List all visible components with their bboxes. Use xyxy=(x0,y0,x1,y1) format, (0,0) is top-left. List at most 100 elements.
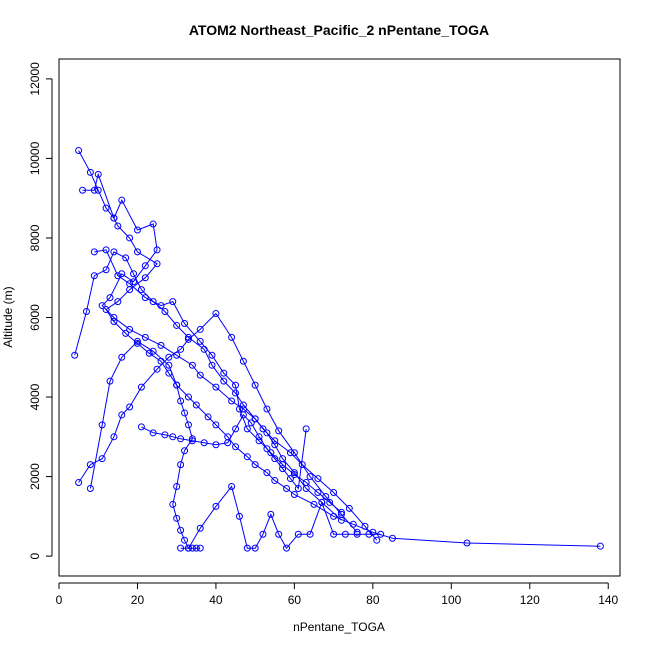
data-point xyxy=(153,260,161,268)
series-line xyxy=(78,312,358,533)
data-point xyxy=(239,357,247,365)
data-point xyxy=(271,477,279,485)
data-point xyxy=(126,234,134,242)
data-point xyxy=(220,369,228,377)
data-point xyxy=(110,314,118,321)
data-point xyxy=(181,409,189,417)
data-point xyxy=(259,530,267,538)
data-point xyxy=(137,423,145,431)
data-point xyxy=(188,437,196,445)
data-point xyxy=(130,270,138,278)
data-point xyxy=(306,473,314,481)
data-point xyxy=(290,449,298,457)
data-point xyxy=(153,246,161,254)
data-point xyxy=(271,455,279,463)
data-point xyxy=(75,479,83,487)
data-point xyxy=(224,439,232,447)
data-point xyxy=(353,530,361,538)
data-point xyxy=(208,351,216,359)
data-point xyxy=(161,431,169,439)
data-point xyxy=(232,443,240,451)
data-point xyxy=(318,498,326,506)
data-point xyxy=(110,317,118,325)
y-tick-label: 6000 xyxy=(28,304,42,331)
series-line xyxy=(78,150,601,547)
data-point xyxy=(388,534,396,542)
data-point xyxy=(169,298,177,306)
data-point xyxy=(243,453,251,461)
data-point xyxy=(173,321,181,329)
plot-frame xyxy=(58,58,621,577)
data-point xyxy=(302,425,310,433)
data-point xyxy=(275,427,283,435)
data-point xyxy=(232,425,240,433)
data-point xyxy=(173,514,181,522)
data-point xyxy=(267,449,275,457)
data-point xyxy=(173,381,181,389)
data-point xyxy=(114,272,122,280)
series-line xyxy=(141,414,307,490)
data-point xyxy=(90,186,98,194)
data-point xyxy=(188,544,196,552)
data-point xyxy=(361,522,369,530)
data-point xyxy=(122,254,130,262)
data-point xyxy=(118,411,126,419)
data-point xyxy=(90,272,98,280)
data-point xyxy=(177,461,185,469)
data-point xyxy=(184,544,192,552)
data-point xyxy=(102,266,110,274)
data-point xyxy=(75,146,83,154)
data-point xyxy=(149,429,157,437)
data-point xyxy=(239,401,247,409)
data-point xyxy=(102,204,110,212)
series-line xyxy=(74,251,342,521)
data-point xyxy=(306,530,314,538)
data-point xyxy=(102,246,110,254)
x-axis: 0 20 40 60 80 100 120 140 xyxy=(56,582,619,607)
data-point xyxy=(294,485,302,493)
chart-title: ATOM2 Northeast_Pacific_2 nPentane_TOGA xyxy=(189,22,489,38)
data-point xyxy=(169,433,177,441)
data-point xyxy=(110,214,118,222)
data-point xyxy=(377,530,385,538)
data-point xyxy=(263,469,271,477)
x-tick-label: 120 xyxy=(520,593,540,607)
data-point xyxy=(267,510,275,518)
data-point xyxy=(177,397,185,405)
y-axis: 0 2000 4000 6000 8000 10000 12000 xyxy=(28,62,53,559)
data-point xyxy=(118,270,126,278)
series-5 xyxy=(86,337,204,552)
data-point xyxy=(196,337,204,345)
data-point xyxy=(337,510,345,518)
data-point xyxy=(141,333,149,341)
data-point xyxy=(141,274,149,282)
data-point xyxy=(86,461,94,469)
data-point xyxy=(255,437,263,445)
data-point xyxy=(133,226,141,234)
data-point xyxy=(290,471,298,479)
data-point xyxy=(94,170,102,178)
data-point xyxy=(235,512,243,520)
data-point xyxy=(173,483,181,491)
data-point xyxy=(137,286,145,294)
data-point xyxy=(98,302,106,310)
data-point xyxy=(212,310,220,318)
data-point xyxy=(79,186,87,194)
data-point xyxy=(86,485,94,493)
data-point xyxy=(220,377,228,385)
data-point xyxy=(114,298,122,306)
y-tick-label: 4000 xyxy=(28,383,42,410)
data-point xyxy=(243,425,251,433)
data-point xyxy=(133,248,141,256)
data-point xyxy=(353,528,361,536)
data-point xyxy=(177,526,185,534)
data-point xyxy=(275,530,283,538)
data-point xyxy=(98,455,106,463)
data-point xyxy=(251,544,259,552)
series-line xyxy=(89,340,201,549)
series-8 xyxy=(90,246,345,516)
data-point xyxy=(102,306,110,314)
x-axis-label: nPentane_TOGA xyxy=(293,620,385,634)
data-point xyxy=(302,479,310,487)
